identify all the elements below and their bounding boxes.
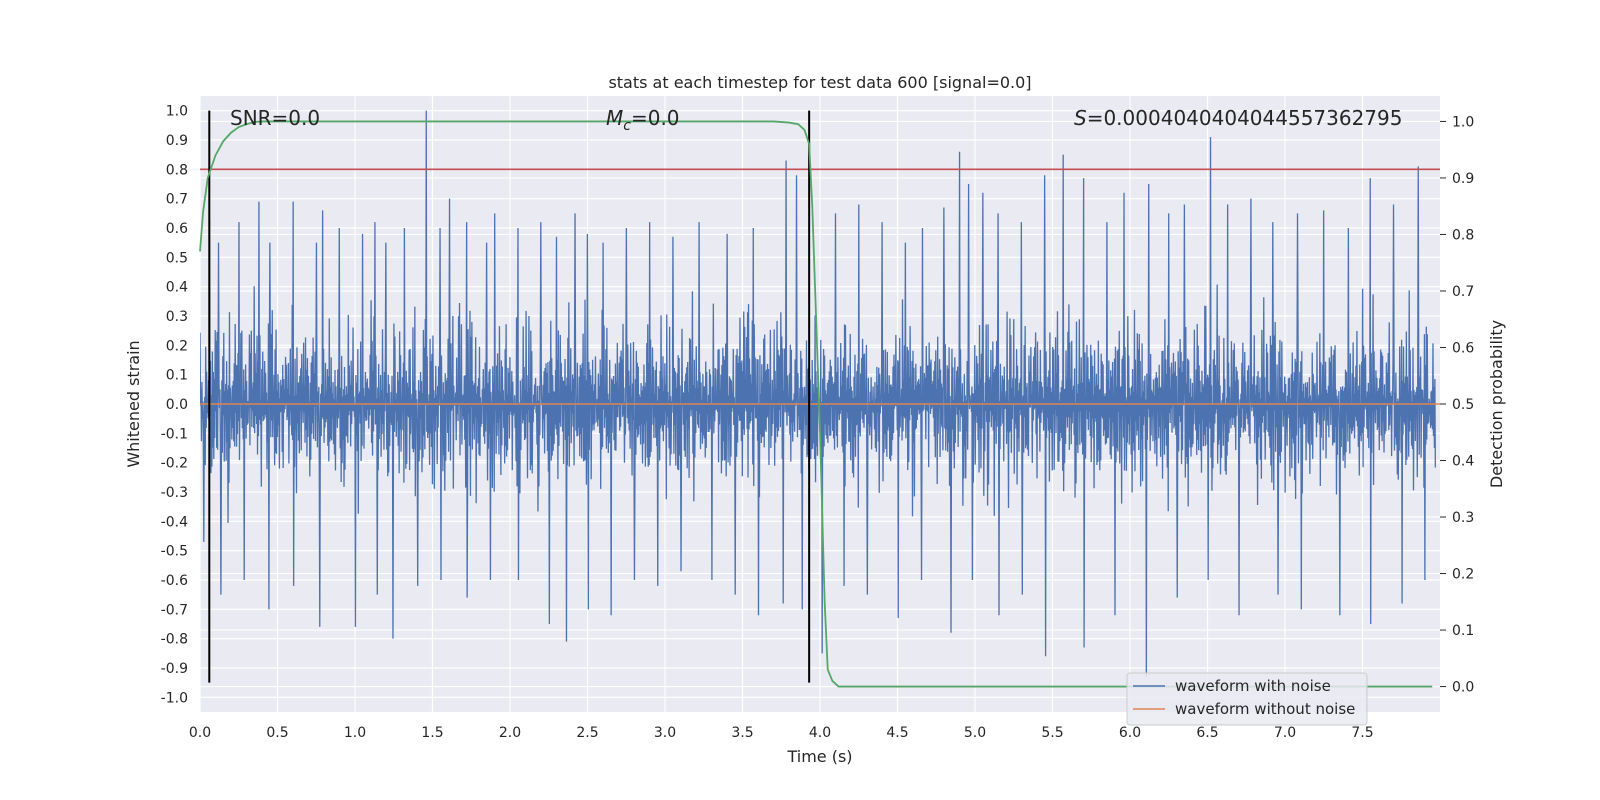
- s-value: =0.0004040404044557362795: [1087, 106, 1403, 130]
- y-right-tick-label: 1.0: [1452, 114, 1474, 130]
- y-left-tick-label: 0.7: [166, 192, 188, 208]
- y-axis-left-ticks: 1.0 0.9 0.8 0.7 0.6 0.5 0.4 0.3 0.2 0.1 0.0 -0.1 -0.…: [161, 104, 188, 707]
- x-tick-label: 2.0: [499, 725, 521, 741]
- y-left-tick-label: 0.0: [166, 397, 188, 413]
- series-detection-probability: [199, 120, 1433, 688]
- y-left-tick-label: -0.4: [161, 514, 188, 530]
- x-tick-label: 5.5: [1041, 725, 1063, 741]
- y-left-tick-label: -0.2: [161, 456, 188, 472]
- y-right-tick-label: 0.3: [1452, 510, 1474, 526]
- y-left-tick-label: 0.8: [166, 162, 188, 178]
- y-left-tick-label: -0.5: [161, 544, 188, 560]
- legend: waveform with noise waveform without noi…: [1126, 672, 1368, 726]
- y-left-tick-label: 1.0: [166, 104, 188, 120]
- y-right-tick-label: 0.2: [1452, 567, 1474, 583]
- y-left-tick-label: -0.8: [161, 632, 188, 648]
- s-symbol: S: [1074, 106, 1087, 130]
- x-axis-label: Time (s): [786, 747, 852, 766]
- mc-subscript: c: [623, 118, 631, 134]
- x-tick-label: 1.5: [421, 725, 443, 741]
- y-left-tick-label: 0.3: [166, 309, 188, 325]
- reference-lines: [199, 110, 1440, 688]
- x-tick-label: 6.5: [1196, 725, 1218, 741]
- x-tick-label: 0.5: [266, 725, 288, 741]
- y-right-tick-label: 0.0: [1452, 680, 1474, 696]
- series-layer: [200, 110, 1440, 677]
- x-tick-label: 6.0: [1119, 725, 1141, 741]
- y-right-tick-label: 0.7: [1452, 284, 1474, 300]
- y-right-tick-label: 0.1: [1452, 623, 1474, 639]
- s-annotation: S=0.0004040404044557362795: [1074, 106, 1402, 130]
- y-left-tick-label: 0.2: [166, 338, 188, 354]
- x-tick-label: 5.0: [964, 725, 986, 741]
- y-right-tick-label: 0.4: [1452, 454, 1474, 470]
- y-left-tick-label: 0.4: [166, 280, 188, 296]
- legend-label-noise: waveform with noise: [1175, 677, 1331, 695]
- y-left-tick-label: 0.6: [166, 221, 188, 237]
- y-axis-left-label: Whitened strain: [124, 340, 143, 467]
- y-left-tick-label: 0.1: [166, 368, 188, 384]
- x-tick-label: 1.0: [344, 725, 366, 741]
- mc-annotation: Mc=0.0: [606, 106, 680, 134]
- y-left-tick-label: -0.3: [161, 485, 188, 501]
- y-axis-right-ticks: 1.0 0.9 0.8 0.7 0.6 0.5 0.4 0.3 0.2 0.1 0.0: [1440, 114, 1474, 696]
- y-left-tick-label: -0.1: [161, 426, 188, 442]
- mc-symbol: M: [606, 106, 623, 130]
- x-tick-label: 4.0: [809, 725, 831, 741]
- y-left-tick-label: 0.5: [166, 250, 188, 266]
- x-tick-label: 0.0: [189, 725, 211, 741]
- y-right-tick-label: 0.5: [1452, 397, 1474, 413]
- mc-value: =0.0: [631, 106, 680, 130]
- y-left-tick-label: -0.7: [161, 602, 188, 618]
- x-tick-label: 3.0: [654, 725, 676, 741]
- y-left-tick-label: -0.6: [161, 573, 188, 589]
- y-right-tick-label: 0.8: [1452, 227, 1474, 243]
- series-waveform-with-noise: [200, 110, 1436, 677]
- y-left-tick-label: 0.9: [166, 133, 188, 149]
- legend-box: [1126, 672, 1368, 726]
- y-right-tick-label: 0.9: [1452, 171, 1474, 187]
- y-left-tick-label: -1.0: [161, 690, 188, 706]
- x-tick-label: 4.5: [886, 725, 908, 741]
- legend-label-clean: waveform without noise: [1175, 700, 1355, 718]
- chart-title: stats at each timestep for test data 600…: [608, 73, 1031, 92]
- x-tick-label: 7.5: [1351, 725, 1373, 741]
- x-tick-label: 7.0: [1274, 725, 1296, 741]
- x-axis-ticks: 0.0 0.5 1.0 1.5 2.0 2.5 3.0 3.5 4.0 4.5 5.0 5.5 6.0 6…: [189, 725, 1374, 741]
- y-axis-right-label: Detection probability: [1487, 320, 1506, 488]
- y-left-tick-label: -0.9: [161, 661, 188, 677]
- x-tick-label: 2.5: [576, 725, 598, 741]
- snr-annotation: SNR=0.0: [230, 106, 320, 130]
- x-tick-label: 3.5: [731, 725, 753, 741]
- y-right-tick-label: 0.6: [1452, 340, 1474, 356]
